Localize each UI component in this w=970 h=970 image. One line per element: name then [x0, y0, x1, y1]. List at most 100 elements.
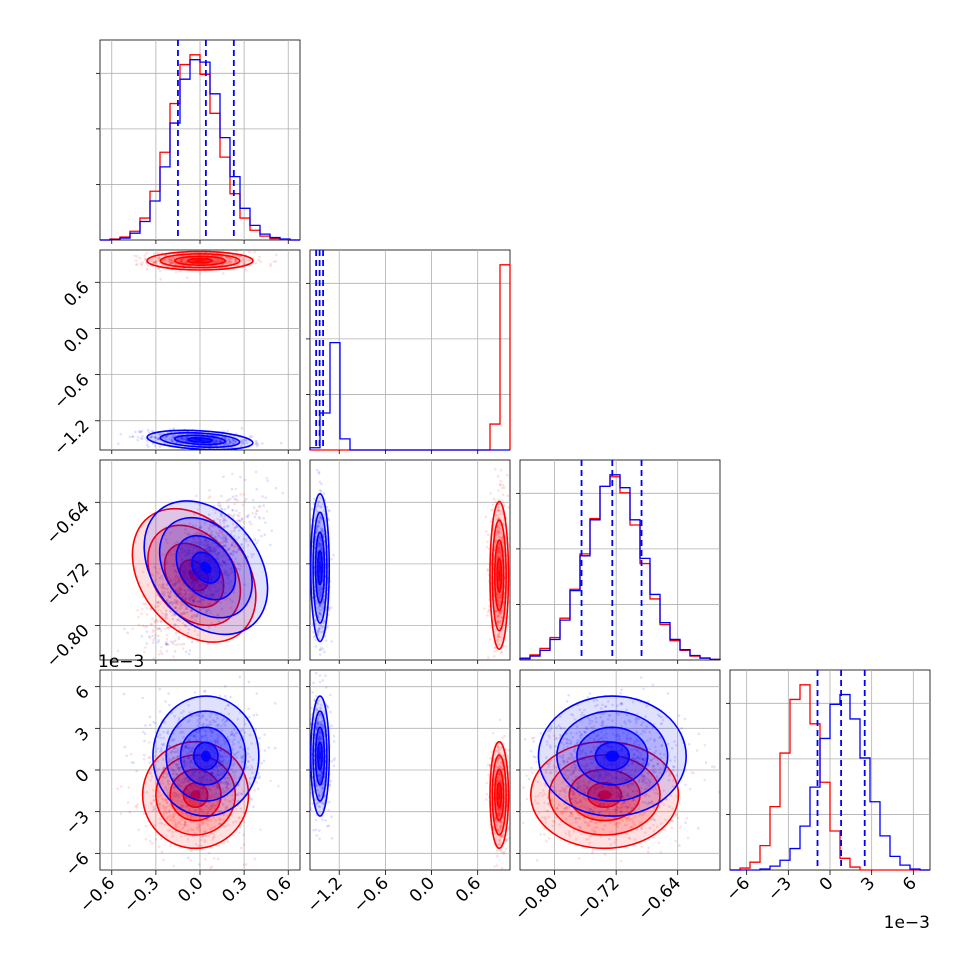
scatter-point: [200, 598, 204, 602]
scatter-point: [157, 437, 161, 441]
scatter-point: [191, 524, 194, 527]
scatter-point: [187, 549, 191, 552]
scatter-point: [198, 542, 202, 546]
scatter-point: [226, 506, 230, 510]
scatter-point: [220, 513, 223, 517]
scatter-point: [203, 533, 207, 537]
scatter-point: [216, 581, 219, 584]
scatter-point: [214, 259, 217, 262]
scatter-point: [156, 627, 159, 631]
scatter-point: [240, 427, 244, 430]
scatter-point: [232, 439, 235, 442]
scatter-point: [486, 533, 490, 537]
scatter-point: [157, 627, 160, 631]
scatter-point: [497, 546, 501, 550]
scatter-point: [172, 601, 176, 604]
scatter-point: [165, 801, 169, 805]
scatter-point: [220, 555, 224, 558]
scatter-point: [157, 601, 160, 604]
scatter-point: [256, 787, 260, 791]
scatter-point: [189, 602, 192, 606]
scatter-point: [151, 574, 155, 577]
scatter-point: [257, 528, 261, 532]
scatter-point: [174, 623, 177, 627]
scatter-point: [220, 255, 224, 259]
scatter-point: [223, 507, 227, 511]
scatter-point: [190, 595, 194, 598]
scatter-point: [218, 531, 222, 535]
scatter-point: [164, 538, 168, 541]
scatter-point: [204, 538, 207, 542]
scatter-point: [168, 438, 172, 441]
scatter-point: [230, 529, 233, 533]
scatter-point: [177, 600, 181, 604]
scatter-point: [221, 584, 225, 587]
scatter-point: [205, 594, 208, 597]
scatter-point: [204, 583, 207, 586]
scatter-point: [187, 628, 191, 631]
scatter-point: [194, 544, 197, 548]
scatter-point: [501, 483, 505, 487]
scatter-point: [157, 652, 161, 656]
scatter-point: [173, 569, 177, 572]
scatter-point: [146, 263, 149, 267]
scatter-point: [152, 630, 155, 633]
scatter-point: [228, 440, 232, 444]
scatter-point: [179, 269, 183, 273]
scatter-point: [178, 588, 182, 591]
scatter-point: [189, 558, 192, 562]
scatter-point: [198, 546, 202, 549]
scatter-point: [190, 609, 194, 612]
scatter-point: [208, 548, 212, 552]
scatter-point: [187, 595, 191, 599]
scatter-point: [168, 625, 172, 629]
scatter-point: [195, 615, 199, 618]
scatter-point: [237, 518, 240, 522]
scatter-point: [199, 600, 203, 604]
scatter-point: [131, 435, 135, 439]
scatter-point: [210, 621, 213, 625]
scatter-point: [220, 541, 223, 544]
scatter-point: [163, 615, 167, 618]
scatter-point: [135, 263, 139, 266]
scatter-point: [184, 577, 187, 581]
scatter-point: [191, 574, 194, 577]
scatter-point: [151, 634, 154, 638]
scatter-point: [313, 660, 316, 663]
scatter-point: [169, 439, 173, 443]
scatter-point: [186, 607, 189, 611]
scatter-point: [169, 531, 172, 535]
scatter-point: [147, 445, 150, 449]
scatter-point: [506, 494, 510, 498]
scatter-point: [319, 490, 323, 493]
scatter-point: [222, 519, 225, 523]
scatter-point: [169, 261, 173, 264]
scatter-point: [143, 625, 147, 628]
scatter-point: [314, 638, 317, 642]
scatter-point: [178, 581, 182, 584]
scatter-point: [208, 588, 211, 592]
scatter-panel-p3_p0: [99, 669, 301, 871]
scatter-point: [171, 435, 175, 438]
scatter-point: [232, 438, 235, 442]
scatter-point: [143, 254, 147, 257]
scatter-point: [185, 257, 189, 261]
scatter-point: [486, 610, 490, 614]
scatter-point: [225, 442, 229, 446]
scatter-point: [195, 544, 199, 548]
scatter-point: [178, 547, 181, 551]
scatter-point: [216, 614, 219, 618]
scatter-point: [492, 654, 496, 658]
scatter-point: [253, 515, 257, 519]
scatter-point: [186, 817, 189, 820]
scatter-point: [499, 599, 502, 603]
scatter-point: [243, 583, 247, 586]
scatter-point: [210, 593, 214, 596]
scatter-point: [230, 544, 233, 547]
scatter-point: [202, 835, 205, 838]
scatter-point: [174, 606, 177, 610]
scatter-point: [306, 595, 309, 598]
scatter-point: [251, 498, 255, 502]
scatter-point: [153, 579, 157, 582]
scatter-point: [201, 540, 204, 544]
